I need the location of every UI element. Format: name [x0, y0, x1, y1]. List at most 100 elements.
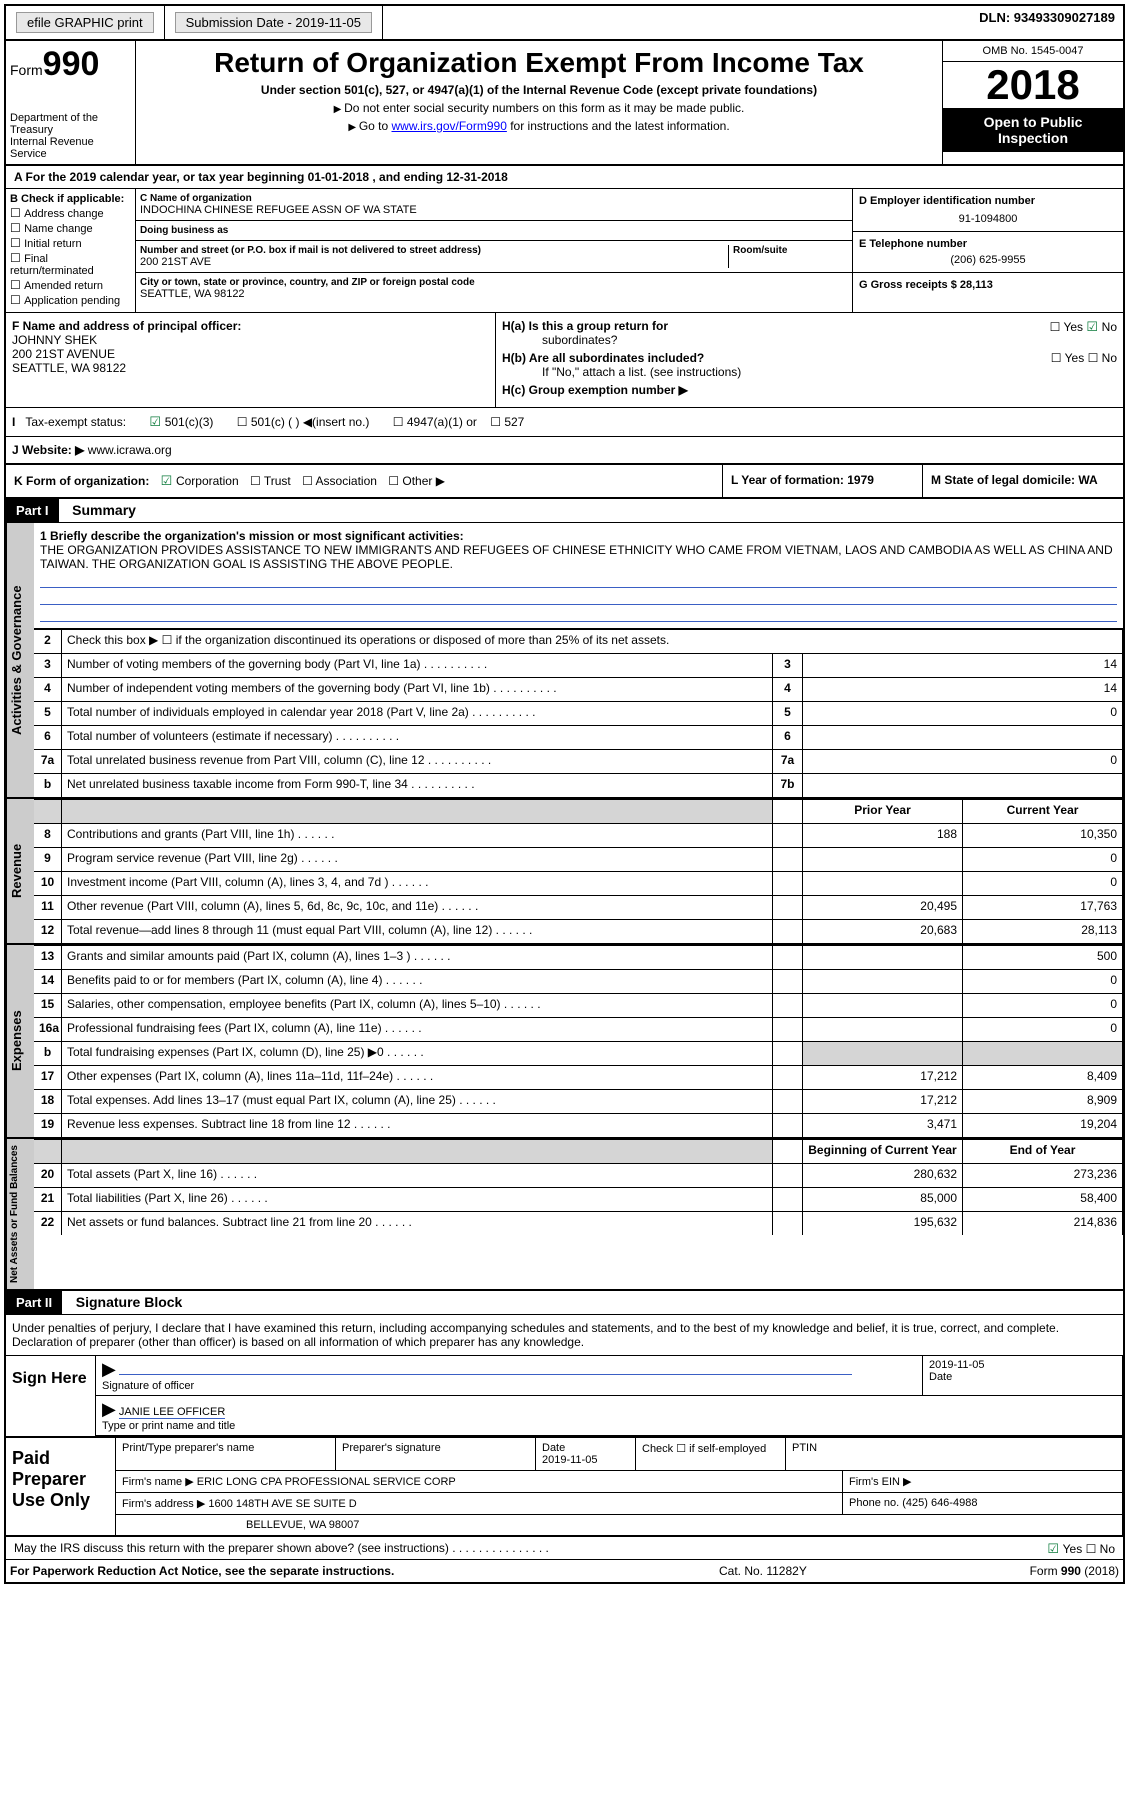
line-13: 13Grants and similar amounts paid (Part …: [34, 945, 1123, 969]
line-10: 10Investment income (Part VIII, column (…: [34, 871, 1123, 895]
ssn-note: Do not enter social security numbers on …: [142, 101, 936, 115]
chk-initial-return[interactable]: Initial return: [10, 236, 131, 250]
row-i: ITax-exempt status: 501(c)(3) 501(c) ( )…: [6, 408, 1123, 437]
hb-no[interactable]: No: [1088, 351, 1117, 365]
exp-band: Expenses: [6, 945, 34, 1137]
f-label: F Name and address of principal officer:: [12, 319, 489, 333]
hb-yes[interactable]: Yes: [1051, 351, 1084, 365]
chk-trust[interactable]: Trust: [250, 474, 291, 488]
col-b: B Check if applicable: Address change Na…: [6, 189, 136, 312]
part1-label: Part I: [6, 499, 59, 522]
firm-ein: Firm's EIN ▶: [843, 1471, 1123, 1492]
addr-label: Number and street (or P.O. box if mail i…: [140, 245, 728, 256]
ha-yes[interactable]: Yes: [1050, 320, 1083, 334]
officer-name: JOHNNY SHEK: [12, 333, 489, 347]
prep-ptin-hdr: PTIN: [786, 1438, 1123, 1470]
discuss-row: May the IRS discuss this return with the…: [6, 1537, 1123, 1560]
dba-label: Doing business as: [140, 225, 848, 236]
ha-row: H(a) Is this a group return for Yes Nosu…: [502, 319, 1117, 347]
line-17: 17Other expenses (Part IX, column (A), l…: [34, 1065, 1123, 1089]
line-11: 11Other revenue (Part VIII, column (A), …: [34, 895, 1123, 919]
print-name-label: Type or print name and title: [102, 1420, 235, 1432]
officer-addr1: 200 21ST AVENUE: [12, 347, 489, 361]
line-7a: 7aTotal unrelated business revenue from …: [34, 749, 1123, 773]
chk-final-return[interactable]: Final return/terminated: [10, 251, 131, 277]
row-k: K Form of organization: Corporation Trus…: [6, 465, 1123, 499]
brief-label: 1 Briefly describe the organization's mi…: [40, 529, 464, 543]
discuss-no[interactable]: No: [1086, 1542, 1115, 1556]
chk-name-change[interactable]: Name change: [10, 221, 131, 235]
form-header: Form990 Department of the Treasury Inter…: [6, 41, 1123, 166]
line-9: 9Program service revenue (Part VIII, lin…: [34, 847, 1123, 871]
website-note: Go to www.irs.gov/Form990 for instructio…: [142, 119, 936, 133]
f-h-row: F Name and address of principal officer:…: [6, 312, 1123, 408]
ein-label: D Employer identification number: [859, 195, 1117, 207]
chk-amended-return[interactable]: Amended return: [10, 278, 131, 292]
paid-label: Paid Preparer Use Only: [6, 1438, 116, 1535]
irs-link[interactable]: www.irs.gov/Form990: [392, 119, 507, 133]
city-label: City or town, state or province, country…: [140, 277, 848, 288]
website-value: www.icrawa.org: [88, 443, 172, 457]
state-domicile: M State of legal domicile: WA: [931, 473, 1098, 487]
header-center: Return of Organization Exempt From Incom…: [136, 41, 943, 164]
line-22: 22Net assets or fund balances. Subtract …: [34, 1211, 1123, 1235]
line-21: 21Total liabilities (Part X, line 26)85,…: [34, 1187, 1123, 1211]
na-band: Net Assets or Fund Balances: [6, 1139, 34, 1289]
chk-other[interactable]: Other ▶: [388, 474, 445, 488]
chk-address-change[interactable]: Address change: [10, 206, 131, 220]
top-grid: B Check if applicable: Address change Na…: [6, 189, 1123, 312]
prep-sig-hdr: Preparer's signature: [336, 1438, 536, 1470]
line-4: 4Number of independent voting members of…: [34, 677, 1123, 701]
part1-bar: Part I Summary: [6, 499, 1123, 523]
c-name-label: C Name of organization: [140, 193, 848, 204]
col-c: C Name of organizationINDOCHINA CHINESE …: [136, 189, 853, 312]
efile-print-button[interactable]: efile GRAPHIC print: [16, 12, 154, 33]
form-page: efile GRAPHIC print Submission Date - 20…: [4, 4, 1125, 1584]
top-bar: efile GRAPHIC print Submission Date - 20…: [6, 6, 1123, 41]
b-header: B Check if applicable:: [10, 193, 131, 205]
line-3: 3Number of voting members of the governi…: [34, 653, 1123, 677]
org-name: INDOCHINA CHINESE REFUGEE ASSN OF WA STA…: [140, 204, 848, 216]
inspection-badge: Open to PublicInspection: [943, 108, 1123, 152]
chk-501c[interactable]: 501(c) ( ) ◀(insert no.): [237, 415, 370, 429]
line-b: bNet unrelated business taxable income f…: [34, 773, 1123, 797]
chk-501c3[interactable]: 501(c)(3): [149, 415, 213, 429]
prep-name-hdr: Print/Type preparer's name: [116, 1438, 336, 1470]
form-number: Form990: [10, 45, 131, 84]
sign-here-label: Sign Here: [6, 1356, 96, 1436]
chk-527[interactable]: 527: [490, 415, 524, 429]
discuss-yes[interactable]: Yes: [1047, 1542, 1082, 1556]
chk-4947[interactable]: 4947(a)(1) or: [393, 415, 477, 429]
paperwork-notice: For Paperwork Reduction Act Notice, see …: [10, 1564, 394, 1578]
year-formation: L Year of formation: 1979: [731, 473, 874, 487]
firm-phone: Phone no. (425) 646-4988: [843, 1493, 1123, 1514]
firm-addr1: 1600 148TH AVE SE SUITE D: [208, 1498, 356, 1510]
line-19: 19Revenue less expenses. Subtract line 1…: [34, 1113, 1123, 1137]
line-14: 14Benefits paid to or for members (Part …: [34, 969, 1123, 993]
chk-assoc[interactable]: Association: [302, 474, 377, 488]
col-d: D Employer identification number 91-10948…: [853, 189, 1123, 312]
hb-row: H(b) Are all subordinates included? Yes …: [502, 351, 1117, 379]
line-b: bTotal fundraising expenses (Part IX, co…: [34, 1041, 1123, 1065]
chk-application-pending[interactable]: Application pending: [10, 293, 131, 307]
line-16a: 16aProfessional fundraising fees (Part I…: [34, 1017, 1123, 1041]
ein-value: 91-1094800: [859, 213, 1117, 225]
chk-corp[interactable]: Corporation: [161, 474, 239, 488]
header-right: OMB No. 1545-0047 2018 Open to PublicIns…: [943, 41, 1123, 164]
net-assets: Net Assets or Fund Balances Beginning of…: [6, 1139, 1123, 1291]
line-5: 5Total number of individuals employed in…: [34, 701, 1123, 725]
sig-officer-label: Signature of officer: [102, 1380, 194, 1392]
ha-no[interactable]: No: [1086, 320, 1117, 334]
form-subtitle: Under section 501(c), 527, or 4947(a)(1)…: [142, 83, 936, 97]
sig-date: 2019-11-05: [929, 1359, 984, 1371]
sign-here: Sign Here ▶ Signature of officer 2019-11…: [6, 1356, 1123, 1436]
firm-addr-label: Firm's address ▶: [122, 1498, 205, 1510]
street-address: 200 21ST AVE: [140, 256, 728, 268]
expenses: Expenses 13Grants and similar amounts pa…: [6, 945, 1123, 1139]
officer-addr2: SEATTLE, WA 98122: [12, 361, 489, 375]
submission-date: Submission Date - 2019-11-05: [165, 6, 383, 39]
gross-receipts: G Gross receipts $ 28,113: [853, 273, 1123, 297]
footer: For Paperwork Reduction Act Notice, see …: [6, 1560, 1123, 1582]
sig-date-label: Date: [929, 1371, 952, 1383]
tax-year: 2018: [943, 62, 1123, 108]
